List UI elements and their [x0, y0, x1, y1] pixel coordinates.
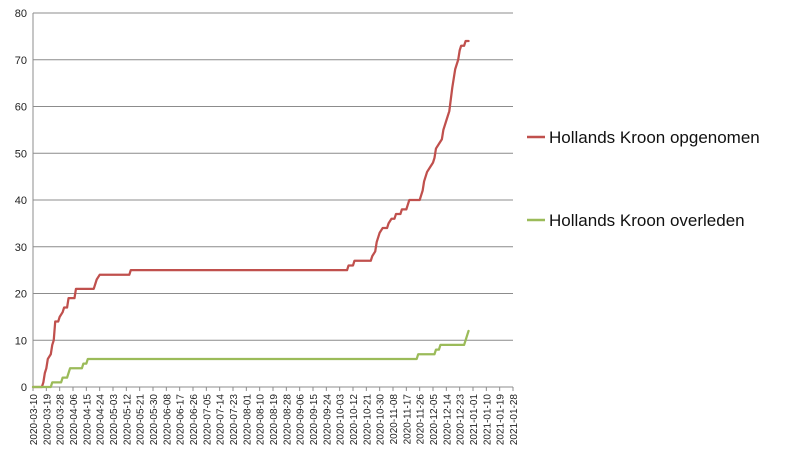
x-tick-label: 2020-06-08	[162, 394, 173, 446]
grid-lines	[33, 12, 513, 341]
x-tick-label: 2020-05-30	[149, 394, 160, 446]
x-tick-label: 2020-07-23	[229, 394, 240, 446]
x-tick-label: 2020-06-26	[189, 394, 200, 446]
x-tick-label: 2020-03-10	[29, 394, 40, 446]
y-tick-label: 30	[15, 242, 27, 254]
x-tick-label: 2020-07-14	[216, 394, 227, 446]
series-lines	[31, 39, 470, 389]
y-tick-label: 20	[15, 289, 27, 301]
x-tick-label: 2020-03-28	[56, 394, 67, 446]
y-tick-label: 80	[15, 8, 27, 20]
x-tick-label: 2020-10-21	[362, 394, 373, 446]
legend-label: Hollands Kroon overleden	[549, 211, 745, 230]
x-tick-label: 2020-08-10	[256, 394, 267, 446]
x-tick-label: 2020-04-06	[69, 394, 80, 446]
x-tick-label: 2020-10-30	[376, 394, 387, 446]
y-tick-label: 70	[15, 55, 27, 67]
x-tick-label: 2020-06-17	[176, 394, 187, 446]
x-tick-label: 2020-11-17	[402, 394, 413, 445]
y-tick-label: 0	[21, 382, 27, 394]
x-tick-label: 2020-07-05	[202, 394, 213, 446]
x-tick-label: 2020-04-24	[96, 394, 107, 446]
x-tick-label: 2020-09-24	[322, 394, 333, 446]
series-line-1	[31, 39, 470, 389]
x-tick-label: 2020-03-19	[42, 394, 53, 446]
x-tick-label: 2020-12-23	[456, 394, 467, 446]
legend-label: Hollands Kroon opgenomen	[549, 128, 760, 147]
y-tick-label: 10	[15, 335, 27, 347]
x-tick-label: 2020-10-03	[336, 394, 347, 446]
y-tick-label: 50	[15, 148, 27, 160]
x-tick-label: 2021-01-10	[482, 394, 493, 446]
x-tick-label: 2020-10-12	[349, 394, 360, 446]
x-tick-label: 2020-04-15	[82, 394, 93, 446]
x-tick-label: 2020-08-01	[242, 394, 253, 446]
x-tick-label: 2020-08-19	[269, 394, 280, 446]
x-tick-label: 2020-05-12	[122, 394, 133, 446]
x-tick-labels: 2020-03-10 2020-03-19 2020-03-28 2020-04-06…	[29, 394, 520, 446]
x-tick-label: 2020-11-08	[389, 394, 400, 445]
y-tick-label: 40	[15, 195, 27, 207]
x-tick-label: 2021-01-28	[509, 394, 520, 446]
x-tick-label: 2021-01-01	[469, 394, 480, 446]
x-tick-label: 2020-09-15	[309, 394, 320, 446]
x-tick-label: 2020-05-21	[136, 394, 147, 446]
x-tick-label: 2020-08-28	[282, 394, 293, 446]
series-line-2	[31, 329, 470, 389]
x-tick-label: 2020-05-03	[109, 394, 120, 446]
legend: Hollands Kroon opgenomen Hollands Kroon o…	[527, 128, 760, 230]
x-tick-label: 2020-12-14	[442, 394, 453, 446]
y-tick-label: 60	[15, 102, 27, 114]
axes	[32, 13, 514, 391]
x-tick-label: 2020-09-06	[296, 394, 307, 446]
y-tick-labels: 0 10 20 30 40 50 60 70 80	[15, 8, 27, 394]
x-tick-label: 2020-12-05	[429, 394, 440, 446]
x-tick-label: 2020-11-26	[416, 394, 427, 445]
x-tick-label: 2021-01-19	[496, 394, 507, 446]
